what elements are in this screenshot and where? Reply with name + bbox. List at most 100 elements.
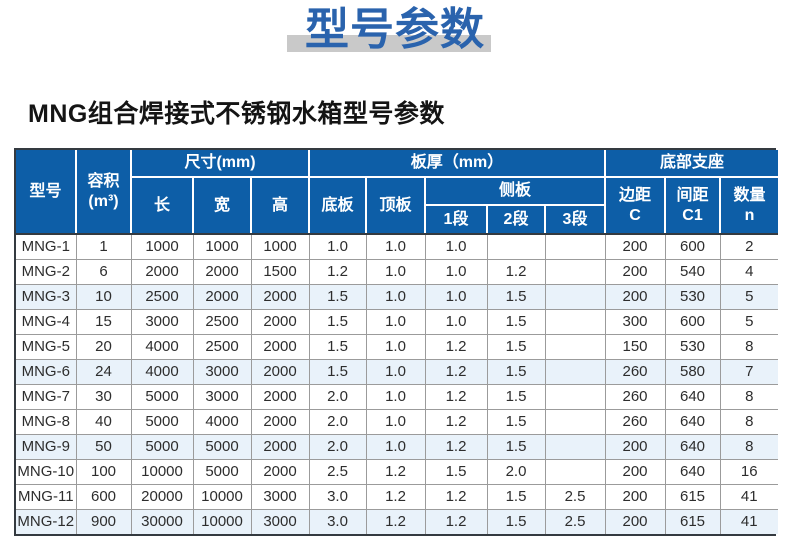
value-cell: 5 bbox=[719, 309, 779, 335]
table-row: MNG-10 100 10000 5000 2000 2.5 1.2 1.5 2.0 200 640… bbox=[16, 459, 779, 485]
value-cell: 1.2 bbox=[365, 484, 426, 510]
value-cell: 1.2 bbox=[424, 384, 488, 410]
col-header-segment-1: 1段 bbox=[424, 204, 488, 235]
value-cell bbox=[544, 359, 606, 385]
col-header-height: 高 bbox=[250, 176, 310, 235]
value-cell: 1.0 bbox=[365, 384, 426, 410]
value-cell: 40 bbox=[75, 409, 132, 435]
col-header-edge-distance: 边距 C bbox=[604, 176, 667, 235]
col-header-segment-2: 2段 bbox=[486, 204, 546, 235]
value-cell: 3.0 bbox=[308, 509, 367, 534]
table-caption: MNG组合焊接式不锈钢水箱型号参数 bbox=[28, 100, 445, 128]
quantity-line2: n bbox=[744, 206, 755, 224]
col-header-volume: 容积 (m³) bbox=[75, 150, 132, 235]
value-cell: 1.5 bbox=[308, 284, 367, 310]
model-cell: MNG-3 bbox=[16, 284, 77, 310]
model-cell: MNG-4 bbox=[16, 309, 77, 335]
value-cell: 2000 bbox=[250, 434, 310, 460]
value-cell: 640 bbox=[664, 384, 721, 410]
value-cell: 5000 bbox=[130, 434, 194, 460]
value-cell: 200 bbox=[604, 459, 666, 485]
edge-distance-line2: C bbox=[629, 206, 641, 224]
value-cell: 600 bbox=[75, 484, 132, 510]
value-cell: 2.0 bbox=[308, 384, 367, 410]
value-cell: 5 bbox=[719, 284, 779, 310]
value-cell: 3.0 bbox=[308, 484, 367, 510]
value-cell: 900 bbox=[75, 509, 132, 534]
value-cell: 20 bbox=[75, 334, 132, 360]
value-cell: 1.2 bbox=[424, 509, 488, 534]
value-cell: 600 bbox=[664, 309, 721, 335]
value-cell: 1.5 bbox=[486, 434, 546, 460]
col-group-side-plate: 侧板 bbox=[423, 176, 607, 206]
value-cell: 4 bbox=[719, 259, 779, 285]
value-cell: 1.5 bbox=[486, 359, 546, 385]
value-cell: 10000 bbox=[130, 459, 194, 485]
col-header-length: 长 bbox=[130, 176, 194, 235]
col-group-support: 底部支座 bbox=[604, 150, 779, 178]
value-cell: 1.2 bbox=[365, 509, 426, 534]
value-cell: 600 bbox=[664, 233, 721, 260]
value-cell: 1.5 bbox=[486, 409, 546, 435]
value-cell: 200 bbox=[604, 434, 666, 460]
col-header-segment-3: 3段 bbox=[543, 204, 607, 235]
value-cell: 1.2 bbox=[424, 334, 488, 360]
quantity-line1: 数量 bbox=[733, 186, 766, 204]
value-cell: 640 bbox=[664, 409, 721, 435]
value-cell: 200 bbox=[604, 284, 666, 310]
table-body: MNG-1 1 1000 1000 1000 1.0 1.0 1.0 200 600 2 MNG-2 6… bbox=[16, 233, 779, 534]
value-cell: 7 bbox=[719, 359, 779, 385]
value-cell: 2.0 bbox=[308, 409, 367, 435]
header-row-1: 型号 容积 (m³) 尺寸(mm) 板厚（mm） 底部支座 bbox=[16, 150, 779, 235]
page-title: 型号参数 bbox=[287, 5, 491, 54]
value-cell: 150 bbox=[604, 334, 666, 360]
value-cell: 2000 bbox=[192, 284, 252, 310]
volume-label-line1: 容积 bbox=[87, 172, 120, 190]
value-cell: 2 bbox=[719, 233, 779, 260]
value-cell: 2.5 bbox=[544, 509, 606, 534]
value-cell: 260 bbox=[604, 384, 666, 410]
value-cell: 200 bbox=[604, 233, 666, 260]
value-cell: 530 bbox=[664, 334, 721, 360]
value-cell: 1.0 bbox=[365, 309, 426, 335]
value-cell bbox=[544, 409, 606, 435]
header-row-3: 1段 2段 3段 bbox=[16, 204, 778, 235]
col-header-spacing: 间距 C1 bbox=[664, 176, 722, 235]
value-cell: 200 bbox=[604, 509, 666, 534]
value-cell: 2000 bbox=[250, 309, 310, 335]
value-cell: 8 bbox=[719, 409, 779, 435]
model-cell: MNG-11 bbox=[16, 484, 77, 510]
value-cell: 1000 bbox=[130, 233, 194, 260]
col-group-size: 尺寸(mm) bbox=[130, 150, 310, 178]
value-cell: 1.0 bbox=[424, 259, 488, 285]
table-header: 型号 容积 (m³) 尺寸(mm) 板厚（mm） 底部支座 长 宽 高 底板 顶… bbox=[16, 150, 779, 235]
value-cell: 30 bbox=[75, 384, 132, 410]
col-header-width: 宽 bbox=[192, 176, 252, 235]
value-cell bbox=[544, 459, 606, 485]
table-row: MNG-4 15 3000 2500 2000 1.5 1.0 1.0 1.5 300 600 5 bbox=[16, 309, 779, 335]
value-cell: 615 bbox=[664, 509, 721, 534]
table-row: MNG-7 30 5000 3000 2000 2.0 1.0 1.2 1.5 260 640 8 bbox=[16, 384, 779, 410]
value-cell: 1.0 bbox=[365, 434, 426, 460]
model-cell: MNG-8 bbox=[16, 409, 77, 435]
model-cell: MNG-6 bbox=[16, 359, 77, 385]
value-cell: 1000 bbox=[192, 233, 252, 260]
value-cell bbox=[544, 384, 606, 410]
table-row: MNG-1 1 1000 1000 1000 1.0 1.0 1.0 200 600 2 bbox=[16, 233, 779, 260]
edge-distance-line1: 边距 bbox=[619, 186, 652, 204]
value-cell: 10000 bbox=[192, 484, 252, 510]
value-cell: 1000 bbox=[250, 233, 310, 260]
value-cell: 3000 bbox=[250, 484, 310, 510]
value-cell: 1.0 bbox=[424, 309, 488, 335]
value-cell: 16 bbox=[719, 459, 779, 485]
table-row: MNG-9 50 5000 5000 2000 2.0 1.0 1.2 1.5 200 640 8 bbox=[16, 434, 779, 460]
value-cell bbox=[544, 434, 606, 460]
model-cell: MNG-12 bbox=[16, 509, 77, 534]
table-row: MNG-5 20 4000 2500 2000 1.5 1.0 1.2 1.5 150 530 8 bbox=[16, 334, 779, 360]
value-cell: 1.0 bbox=[365, 233, 426, 260]
model-cell: MNG-2 bbox=[16, 259, 77, 285]
value-cell: 580 bbox=[664, 359, 721, 385]
value-cell: 50 bbox=[75, 434, 132, 460]
value-cell: 1.2 bbox=[424, 434, 488, 460]
value-cell: 1.0 bbox=[308, 233, 367, 260]
